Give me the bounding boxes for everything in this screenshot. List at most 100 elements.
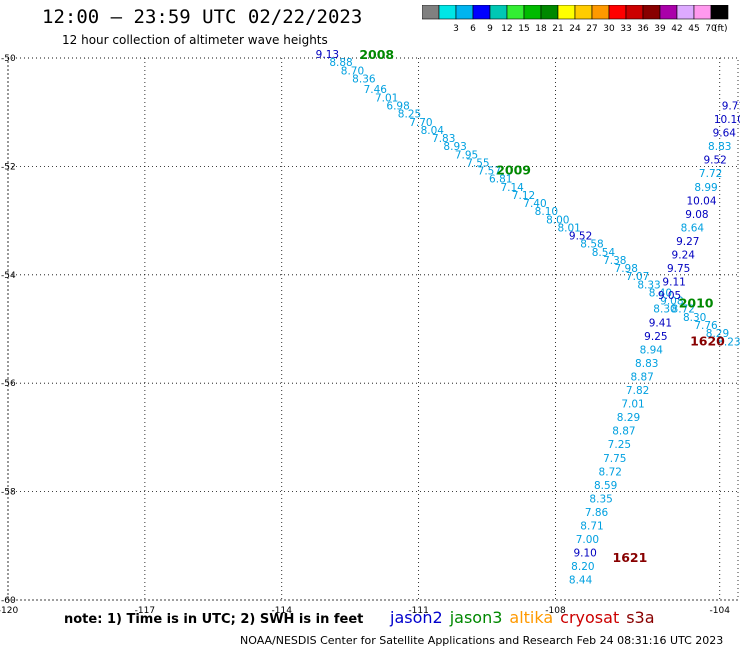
wave-height-value: 8.87 [612,426,635,438]
wave-height-value: 9.52 [703,155,726,167]
wave-height-value: 8.01 [557,222,580,234]
wave-height-value: 8.00 [546,214,569,226]
wave-height-value: 7.01 [375,92,398,104]
wave-height-value: 7.00 [576,534,599,546]
lat-tick-label: -58 [1,488,16,498]
wave-height-value: 8.58 [580,239,603,251]
wave-height-value: 8.59 [594,480,617,492]
lat-tick-label: -54 [1,271,16,281]
time-label: 1620 [690,333,725,348]
lon-tick-label: -117 [135,606,155,616]
color-bin-label: 9 [487,24,493,34]
wave-height-value: 7.95 [455,149,478,161]
wave-height-value: 8.72 [672,304,695,316]
wave-height-value: 8.44 [569,575,593,587]
wave-height-value: 7.25 [608,439,631,451]
wave-height-value: 7.98 [615,263,638,275]
wave-height-value: 9.52 [569,231,592,243]
wave-height-value: 8.33 [637,279,660,291]
track-nw-se: 9.138.888.708.367.467.016.988.257.708.04… [316,49,740,348]
wave-height-value: 9.71 [722,100,740,112]
wave-height-value: 8.20 [571,561,594,573]
wave-height-value: 10.04 [686,195,716,207]
wave-height-value: 9.11 [662,277,685,289]
wave-height-value: 7.55 [466,157,489,169]
wave-height-value: 8.36 [352,73,376,85]
color-bin-label: 30 [603,24,615,34]
wave-height-value: 10.10 [714,114,740,126]
satellite-legend-item: s3a [626,608,655,627]
lat-tick-label: -50 [1,54,16,64]
wave-height-value: 7.12 [512,190,535,202]
wave-height-value: 9.25 [644,331,667,343]
wave-height-value: 8.30 [653,304,676,316]
color-bin-label: 27 [586,24,597,34]
wave-height-value: 7.72 [699,168,722,180]
lon-tick-label: -108 [545,606,566,616]
wave-height-value: 7.57 [478,166,501,178]
wave-height-value: 8.40 [649,287,672,299]
wave-height-value: 7.07 [626,271,649,283]
satellite-legend-item: jason3 [449,608,503,627]
wave-height-value: 7.38 [603,255,626,267]
wave-height-value: 9.41 [649,317,672,329]
satellite-legend: jason2 jason3 altika cryosat s3a [390,608,662,627]
color-bin-label: 12 [501,24,512,34]
color-bin-label: 45 [688,24,699,34]
color-bin-label: 24 [569,24,581,34]
time-label: 2008 [359,47,394,62]
wave-height-value: 7.14 [500,182,524,194]
unit-label: (ft) [714,24,728,34]
lon-tick-label: -120 [0,606,18,616]
wave-height-value: 7.82 [626,385,649,397]
wave-height-value: 8.99 [694,182,717,194]
color-bin-label: 6 [470,24,476,34]
wave-height-color-scale: 3 6 9 12 15 18 21 24 27 30 33 36 39 42 45 70(ft) [422,5,729,34]
wave-height-value: 9.13 [316,49,339,61]
wave-height-value: 7.86 [585,507,609,519]
map-grid [7,57,739,601]
wave-height-value: 7.75 [603,453,626,465]
wave-height-value: 8.25 [398,109,421,121]
wave-height-value: 7.76 [694,320,718,332]
lat-tick-label: -56 [1,379,16,389]
color-bin-label: 3 [453,24,459,34]
track-sw-ne: 8.448.209.107.008.717.868.358.598.727.75… [569,100,740,586]
wave-height-value: 8.64 [681,222,705,234]
wave-height-value: 8.94 [640,344,664,356]
wave-height-value: 7.01 [621,399,644,411]
wave-height-value: 9.64 [713,128,737,140]
wave-height-value: 8.88 [329,57,352,69]
satellite-legend-item: jason2 [390,608,443,627]
wave-height-value: 8.72 [599,466,622,478]
wave-height-value: 9.10 [573,548,596,560]
wave-height-value: 7.46 [364,84,388,96]
lon-tick-label: -111 [408,606,428,616]
footer-credit: NOAA/NESDIS Center for Satellite Applica… [240,634,724,647]
wave-height-value: 8.35 [589,493,612,505]
wave-height-value: 8.71 [580,521,603,533]
wave-height-value: 8.83 [708,141,731,153]
color-bin-label: 39 [654,24,666,34]
map-frame [7,57,739,601]
wave-height-value: 9.24 [672,250,696,262]
wave-height-value: 8.54 [592,247,616,259]
wave-height-value: 9.08 [660,296,683,308]
wave-height-value: 8.23 [717,336,740,348]
time-label: 2010 [679,295,714,310]
color-bin [710,5,729,20]
satellite-legend-item: altika [509,608,554,627]
wave-height-value: 6.81 [489,174,512,186]
wave-height-value: 7.40 [523,198,546,210]
wave-height-value: 7.83 [432,133,455,145]
lat-tick-label: -52 [1,162,16,172]
page-title: 12:00 – 23:59 UTC 02/22/2023 [42,6,363,28]
wave-height-value: 8.83 [635,358,658,370]
wave-height-value: 9.27 [676,236,699,248]
wave-height-value: 7.70 [409,117,432,129]
satellite-legend-item: cryosat [560,608,620,627]
time-label: 1621 [613,550,648,565]
wave-height-value: 9.08 [685,209,708,221]
